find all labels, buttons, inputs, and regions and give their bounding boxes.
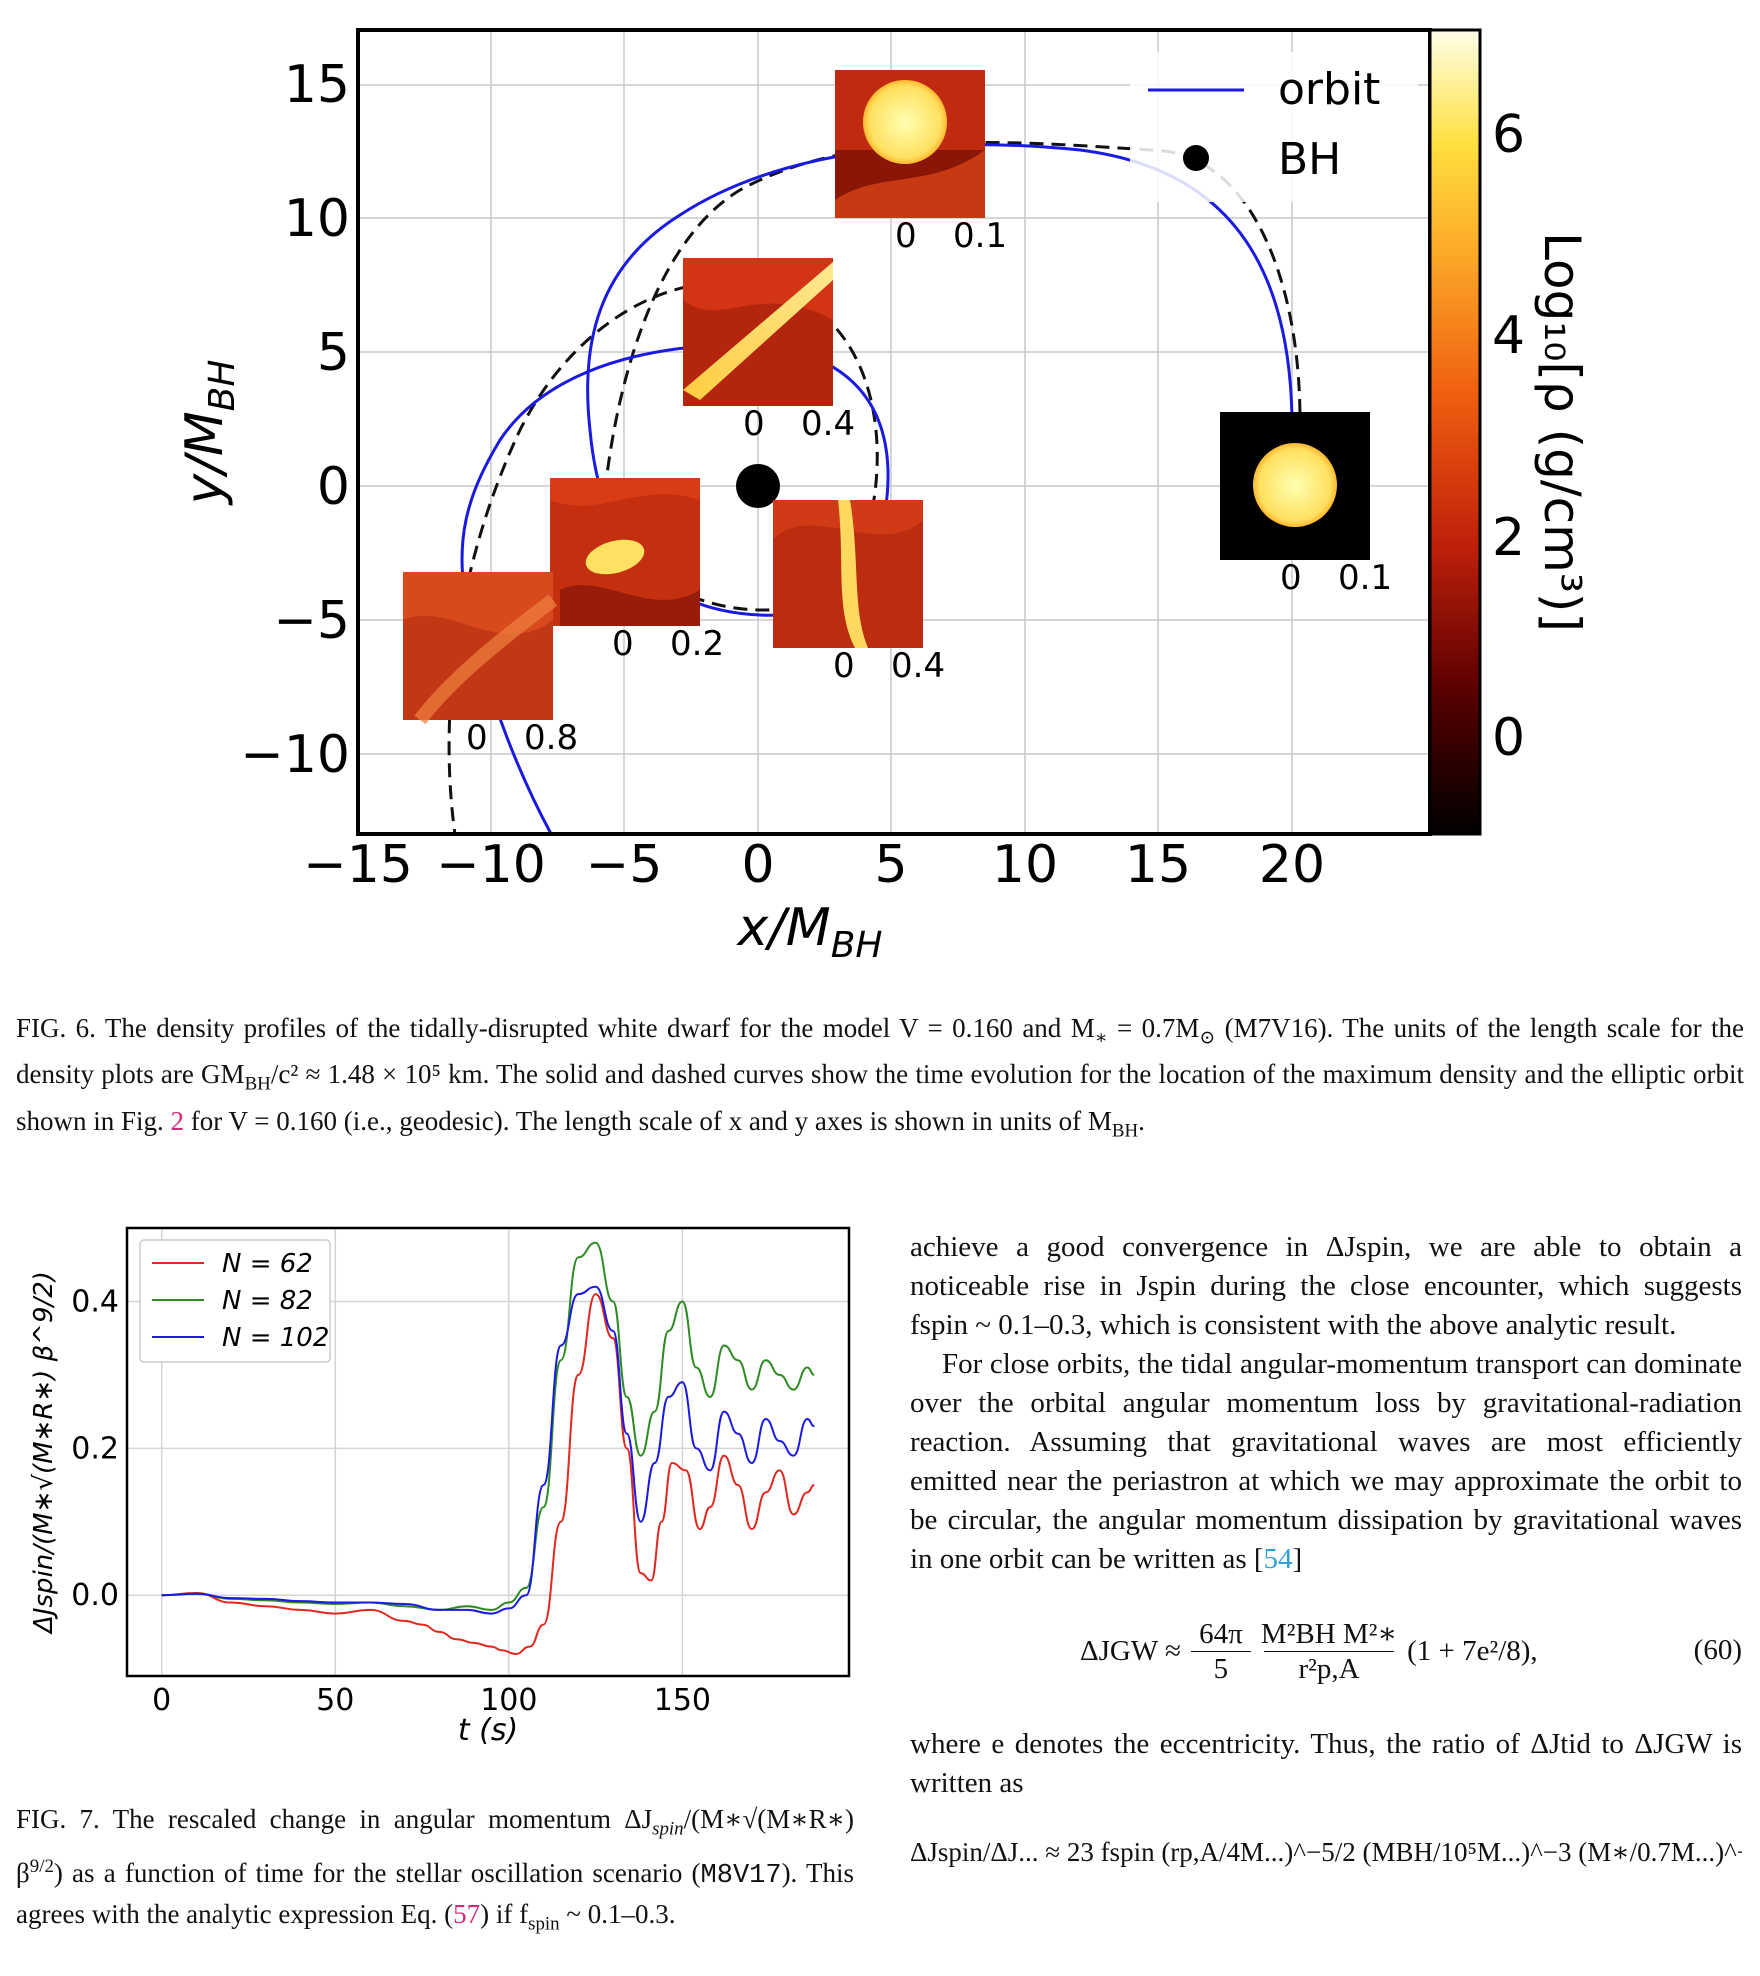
colorbar-tick-4: 4 <box>1492 306 1525 366</box>
colorbar-label: Log₁₀[ρ (g/cm³)] <box>1533 232 1591 632</box>
inset-lower-mid-right-min: 0 <box>833 646 855 686</box>
inset-right-min: 0 <box>1280 558 1302 598</box>
colorbar-tick-2: 2 <box>1492 508 1525 568</box>
legend-n102: N = 102 <box>222 1323 329 1353</box>
inset-top-max: 0.1 <box>953 216 1007 256</box>
x-tick-0: 0 <box>741 835 774 895</box>
equation-60: ΔJGW ≈ 64π 5 M²BH M²∗ r²p,A (1 + 7e²/8),… <box>1080 1618 1742 1685</box>
legend-bh: BH <box>1278 134 1341 185</box>
inset-lower-left-min: 0 <box>466 718 488 758</box>
figure-6-caption: FIG. 6. The density profiles of the tida… <box>16 1013 1744 1142</box>
inset-top <box>835 70 985 218</box>
fig7-y-tick: 0.4 <box>71 1284 119 1319</box>
paragraph-1: achieve a good convergence in ΔJspin, we… <box>910 1231 1742 1341</box>
inset-top-min: 0 <box>895 216 917 256</box>
body-text-column: achieve a good convergence in ΔJspin, we… <box>910 1228 1742 1872</box>
colorbar <box>1428 28 1482 836</box>
inset-lower-left <box>403 572 558 725</box>
colorbar-tick-0: 0 <box>1492 708 1525 768</box>
inset-lower-mid-left <box>550 478 700 626</box>
y-tick-10: 10 <box>284 189 350 249</box>
inset-lower-left-max: 0.8 <box>524 718 578 758</box>
x-tick-10: 10 <box>992 835 1058 895</box>
y-tick-neg5: −5 <box>273 591 350 651</box>
inset-upper-mid-max: 0.4 <box>801 404 855 444</box>
fig7-legend: N = 62 N = 82 N = 102 <box>139 1239 331 1363</box>
inset-right-max: 0.1 <box>1338 558 1392 598</box>
y-tick-neg10: −10 <box>240 725 350 785</box>
x-tick-neg10: −10 <box>436 835 546 895</box>
fig6-legend: orbit BH <box>1130 52 1418 202</box>
x-tick-20: 20 <box>1259 835 1325 895</box>
fig7-x-tick: 150 <box>654 1683 711 1718</box>
fig7-y-tick: 0.2 <box>71 1431 119 1466</box>
fig7-frame <box>125 1226 851 1678</box>
figure-7: 0 50 100 150 0.4 0.2 0.0 N = 62 N = 82 N = 10… <box>29 1226 851 1748</box>
fig6-x-label: x/MBH <box>736 898 883 966</box>
fig6-y-label: y/MBH <box>175 360 243 507</box>
legend-n82: N = 82 <box>222 1286 313 1316</box>
caption7-label: FIG. 7. <box>16 1804 100 1834</box>
colorbar-tick-6: 6 <box>1492 105 1525 165</box>
y-tick-15: 15 <box>284 55 350 115</box>
caption6-label: FIG. 6. <box>16 1013 96 1043</box>
series-line-1 <box>161 1293 815 1655</box>
inset-right <box>1220 412 1370 560</box>
fig7-x-label: t (s) <box>458 1713 518 1748</box>
eq57-link[interactable]: 57 <box>453 1899 481 1930</box>
x-tick-5: 5 <box>874 835 907 895</box>
fig7-y-label: ΔJspin/(M∗√(M∗R∗) β^9/2) <box>29 1271 59 1635</box>
fig7-x-tick: 0 <box>152 1683 171 1718</box>
x-tick-neg5: −5 <box>586 835 663 895</box>
inset-lower-mid-left-min: 0 <box>612 624 634 664</box>
paragraph-2: For close orbits, the tidal angular-mome… <box>910 1348 1742 1575</box>
inset-lower-mid-right-max: 0.4 <box>891 646 945 686</box>
fig7-x-tick: 50 <box>316 1683 354 1718</box>
ref-54-link[interactable]: 54 <box>1263 1543 1293 1575</box>
figure-7-caption: FIG. 7. The rescaled change in angular m… <box>16 1804 855 1935</box>
black-hole-marker <box>736 464 780 508</box>
inset-upper-mid <box>683 258 833 406</box>
figure-6: 0 0.1 0 0.4 0 0.1 0 0.2 0 0.4 0 0.8 orbi… <box>175 28 1591 966</box>
fig2-link[interactable]: 2 <box>170 1105 185 1136</box>
inset-lower-mid-left-max: 0.2 <box>670 624 724 664</box>
x-tick-neg15: −15 <box>303 835 413 895</box>
y-tick-5: 5 <box>317 323 350 383</box>
series-line-3 <box>161 1285 815 1615</box>
x-tick-15: 15 <box>1125 835 1191 895</box>
y-tick-0: 0 <box>317 457 350 517</box>
inset-lower-mid-right <box>773 500 923 648</box>
legend-orbit: orbit <box>1278 64 1380 115</box>
equation-60-number: (60) <box>1693 1634 1742 1666</box>
inset-upper-mid-min: 0 <box>743 404 765 444</box>
paragraph-3: where e denotes the eccentricity. Thus, … <box>910 1728 1742 1799</box>
legend-n62: N = 62 <box>222 1249 313 1279</box>
equation-61-partial: ΔJspin/ΔJ... ≈ 23 fspin (rp,A/4M...)^−5/… <box>910 1837 1742 1867</box>
fig7-lines <box>161 1241 815 1655</box>
fig7-x-tick: 100 <box>480 1683 537 1718</box>
fig7-y-tick: 0.0 <box>71 1578 119 1613</box>
